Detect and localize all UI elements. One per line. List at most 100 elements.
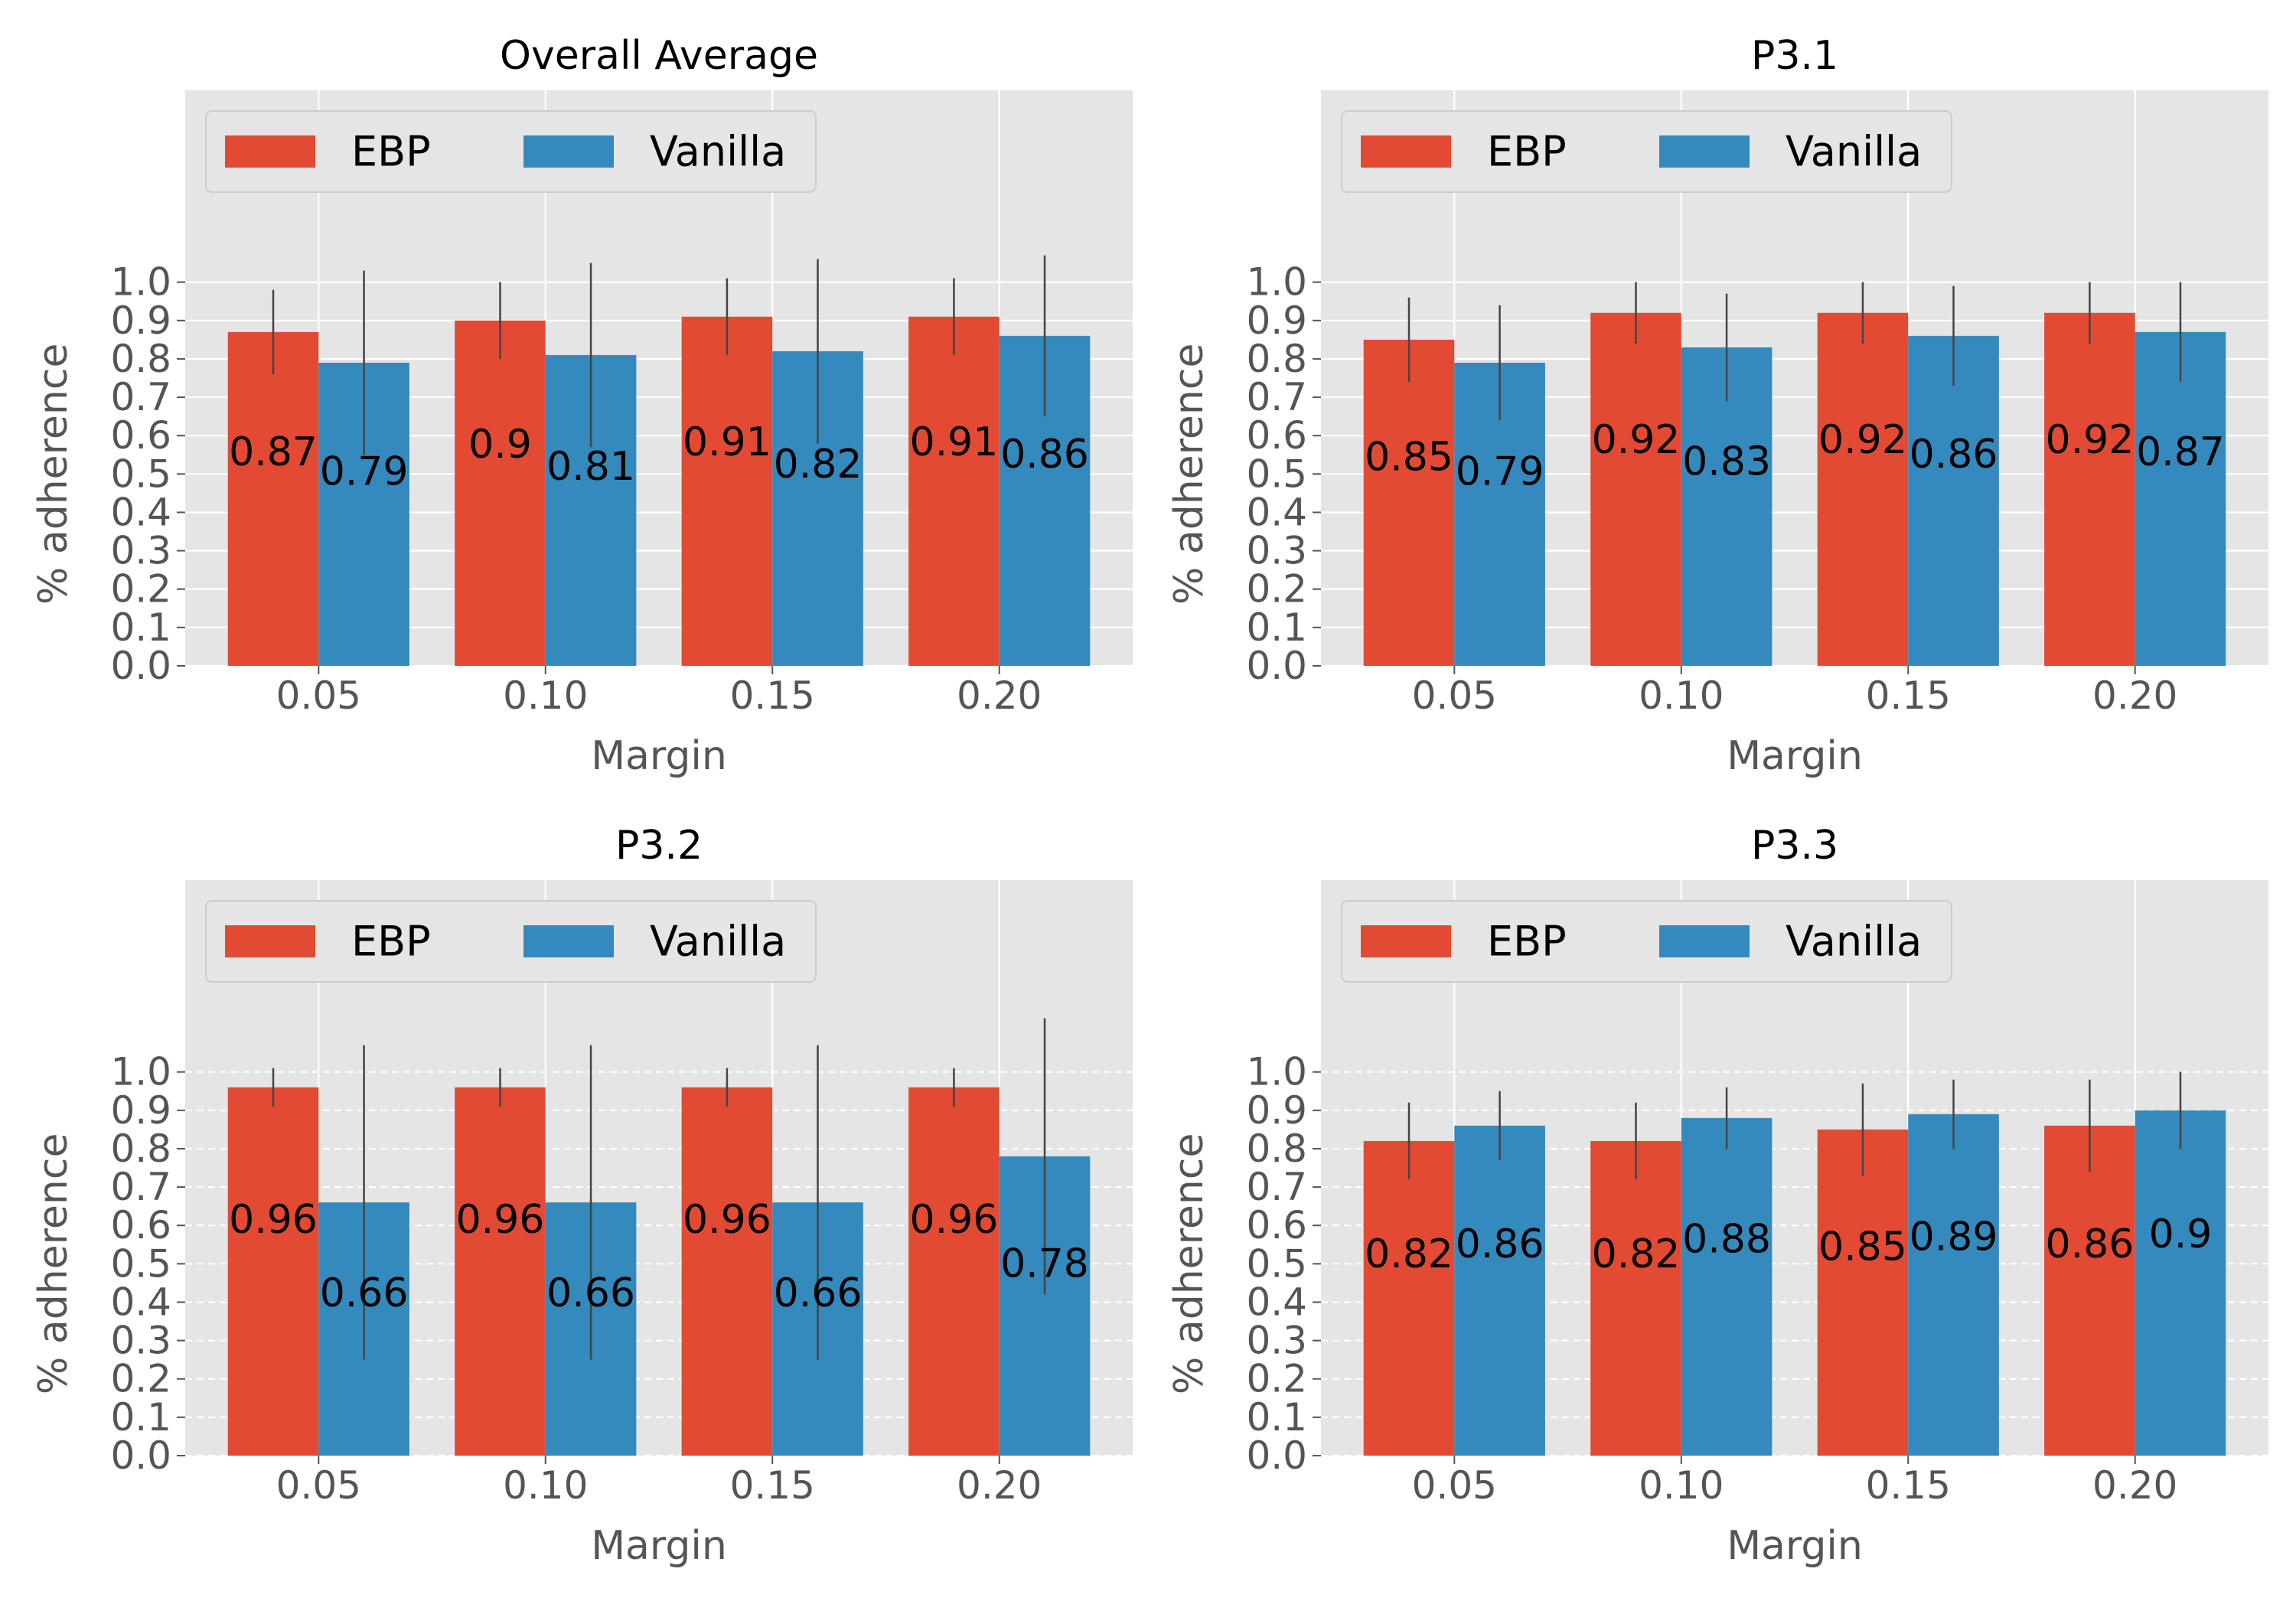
x-axis-label: Margin xyxy=(591,1523,727,1569)
x-tick-label: 0.20 xyxy=(957,673,1042,718)
legend: EBP Vanilla xyxy=(1341,900,1952,983)
bar-value-label: 0.85 xyxy=(1365,434,1453,480)
legend-label-ebp: EBP xyxy=(351,918,431,966)
x-tick-label: 0.20 xyxy=(957,1463,1042,1508)
bar-value-label: 0.85 xyxy=(1818,1224,1907,1270)
legend-swatch-vanilla xyxy=(523,925,614,957)
y-axis-label: % adherence xyxy=(31,1133,77,1395)
x-tick-label: 0.15 xyxy=(1866,1463,1951,1508)
x-tick-label: 0.10 xyxy=(503,1463,588,1508)
y-tick-label: 0.2 xyxy=(110,567,171,611)
legend-label-vanilla: Vanilla xyxy=(1786,128,1922,176)
legend-label-vanilla: Vanilla xyxy=(650,128,786,176)
y-tick-label: 0.1 xyxy=(110,1395,171,1440)
bar-value-label: 0.79 xyxy=(1456,449,1544,495)
bar-value-label: 0.96 xyxy=(910,1197,999,1243)
legend: EBP Vanilla xyxy=(1341,110,1952,193)
x-tick-label: 0.05 xyxy=(276,673,361,718)
x-tick-label: 0.20 xyxy=(2092,1463,2177,1508)
ebp-bar xyxy=(681,1087,773,1456)
ebp-bar xyxy=(455,320,546,666)
y-tick-label: 0.8 xyxy=(110,1127,171,1171)
chart-title: Overall Average xyxy=(500,33,818,79)
legend-swatch-vanilla xyxy=(1659,925,1750,957)
legend-swatch-ebp xyxy=(1361,135,1451,168)
y-tick-label: 0.3 xyxy=(110,1319,171,1363)
bar-value-label: 0.83 xyxy=(1682,439,1771,485)
vanilla-bar xyxy=(1681,1117,1773,1456)
bar-value-label: 0.86 xyxy=(1000,432,1089,478)
bar-value-label: 0.9 xyxy=(468,422,532,468)
bar-value-label: 0.92 xyxy=(1592,417,1681,463)
bar-value-label: 0.87 xyxy=(2136,429,2225,475)
y-tick-label: 0.1 xyxy=(1246,1395,1307,1440)
legend-swatch-ebp xyxy=(225,925,315,957)
y-tick-label: 0.7 xyxy=(110,375,171,419)
bar-value-label: 0.82 xyxy=(1592,1231,1681,1277)
y-tick-label: 0.5 xyxy=(1246,1241,1307,1286)
bar-value-label: 0.86 xyxy=(2046,1221,2135,1267)
legend-swatch-ebp xyxy=(225,135,315,168)
y-tick-label: 0.6 xyxy=(110,1203,171,1247)
ebp-bar xyxy=(908,1087,1000,1456)
y-tick-label: 0.6 xyxy=(1246,1203,1307,1247)
legend: EBP Vanilla xyxy=(205,900,817,983)
x-tick-label: 0.10 xyxy=(503,673,588,718)
bar-value-label: 0.96 xyxy=(229,1197,318,1243)
y-axis-label: % adherence xyxy=(1166,1133,1212,1395)
legend-label-ebp: EBP xyxy=(1487,128,1567,176)
y-tick-label: 0.1 xyxy=(1246,605,1307,650)
y-tick-label: 0.7 xyxy=(1246,1165,1307,1209)
y-tick-label: 0.3 xyxy=(1246,529,1307,573)
legend-frame xyxy=(1341,900,1952,983)
legend-frame xyxy=(205,110,817,193)
bar-value-label: 0.79 xyxy=(320,449,409,495)
bar-value-label: 0.66 xyxy=(774,1270,863,1316)
bar-value-label: 0.88 xyxy=(1682,1217,1771,1263)
chart-title: P3.1 xyxy=(1751,33,1838,79)
y-tick-label: 0.4 xyxy=(1246,490,1307,534)
x-tick-label: 0.15 xyxy=(730,1463,815,1508)
x-tick-label: 0.15 xyxy=(1866,673,1951,718)
y-tick-label: 0.0 xyxy=(1246,644,1307,688)
bar-value-label: 0.66 xyxy=(546,1270,635,1316)
y-tick-label: 1.0 xyxy=(1246,1050,1307,1094)
bar-value-label: 0.81 xyxy=(546,444,635,490)
y-tick-label: 0.0 xyxy=(110,1433,171,1478)
ebp-bar xyxy=(227,1087,319,1456)
y-tick-label: 0.0 xyxy=(110,644,171,688)
x-tick-label: 0.05 xyxy=(1412,673,1497,718)
y-tick-label: 0.9 xyxy=(1246,298,1307,343)
legend-label-ebp: EBP xyxy=(1487,918,1567,966)
legend: EBP Vanilla xyxy=(205,110,817,193)
x-tick-label: 0.10 xyxy=(1639,673,1724,718)
y-tick-label: 0.9 xyxy=(110,1088,171,1133)
y-tick-label: 0.6 xyxy=(110,413,171,458)
x-axis-label: Margin xyxy=(1727,1523,1863,1569)
y-tick-label: 1.0 xyxy=(110,1050,171,1094)
y-tick-label: 0.2 xyxy=(1246,1357,1307,1401)
y-axis-label: % adherence xyxy=(31,344,77,605)
bar-value-label: 0.91 xyxy=(683,419,771,465)
legend-swatch-ebp xyxy=(1361,925,1451,957)
ebp-bar xyxy=(681,316,773,666)
y-tick-label: 1.0 xyxy=(110,260,171,305)
vanilla-bar xyxy=(2135,331,2226,666)
bar-value-label: 0.86 xyxy=(1456,1221,1544,1267)
y-tick-label: 0.5 xyxy=(1246,452,1307,496)
vanilla-bar xyxy=(1908,1114,1999,1456)
x-tick-label: 0.20 xyxy=(2092,673,2177,718)
ebp-bar xyxy=(1363,1140,1455,1456)
ebp-bar xyxy=(1817,1129,1909,1456)
ebp-bar xyxy=(2044,312,2135,666)
x-axis-label: Margin xyxy=(591,733,727,779)
x-axis-label: Margin xyxy=(1727,733,1863,779)
y-tick-label: 0.8 xyxy=(1246,337,1307,381)
y-tick-label: 0.5 xyxy=(110,1241,171,1286)
y-tick-label: 0.8 xyxy=(1246,1127,1307,1171)
chart-title: P3.2 xyxy=(615,823,703,869)
legend-swatch-vanilla xyxy=(1659,135,1750,168)
y-tick-label: 0.3 xyxy=(1246,1319,1307,1363)
bar-value-label: 0.92 xyxy=(2046,417,2135,463)
ebp-bar xyxy=(455,1087,546,1456)
